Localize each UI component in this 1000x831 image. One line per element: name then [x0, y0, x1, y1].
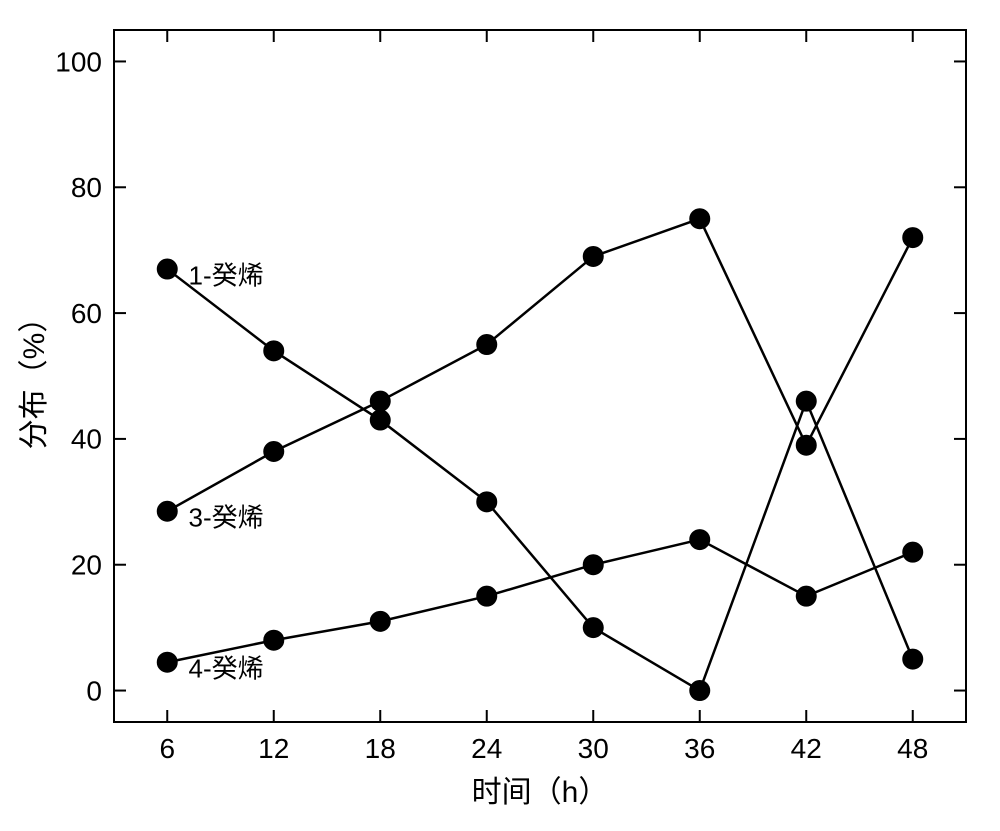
series-marker — [690, 530, 710, 550]
series-marker — [796, 391, 816, 411]
series-marker — [583, 618, 603, 638]
series-marker — [903, 649, 923, 669]
x-tick-label: 36 — [684, 733, 715, 764]
series-label: 3-癸烯 — [189, 503, 264, 533]
series-marker — [583, 246, 603, 266]
series-marker — [264, 630, 284, 650]
series-marker — [583, 555, 603, 575]
series-label: 4-癸烯 — [189, 654, 264, 684]
x-tick-label: 18 — [365, 733, 396, 764]
y-tick-label: 100 — [55, 46, 102, 77]
x-tick-label: 42 — [791, 733, 822, 764]
x-tick-label: 30 — [578, 733, 609, 764]
x-tick-label: 24 — [471, 733, 502, 764]
line-chart: 6 12 18 24 30 36 42 48 0 20 40 60 80 100 1-癸烯 3-癸烯 4-癸烯时… — [0, 0, 1000, 831]
chart-container: 6 12 18 24 30 36 42 48 0 20 40 60 80 100 1-癸烯 3-癸烯 4-癸烯时… — [0, 0, 1000, 831]
x-axis-label: 时间（h） — [472, 776, 609, 809]
series-marker — [370, 410, 390, 430]
y-tick-label: 0 — [86, 675, 102, 706]
series-marker — [796, 435, 816, 455]
series-marker — [264, 441, 284, 461]
series-label: 1-癸烯 — [189, 260, 264, 290]
series-marker — [903, 228, 923, 248]
y-tick-label: 20 — [71, 550, 102, 581]
x-tick-label: 48 — [897, 733, 928, 764]
x-tick-label: 12 — [258, 733, 289, 764]
series-marker — [157, 652, 177, 672]
series-marker — [796, 586, 816, 606]
series-marker — [370, 611, 390, 631]
series-marker — [690, 209, 710, 229]
series-marker — [477, 335, 497, 355]
series-marker — [157, 259, 177, 279]
y-tick-label: 60 — [71, 298, 102, 329]
series-marker — [370, 391, 390, 411]
series-marker — [477, 492, 497, 512]
y-tick-label: 80 — [71, 172, 102, 203]
series-marker — [477, 586, 497, 606]
series-marker — [264, 341, 284, 361]
x-tick-label: 6 — [159, 733, 175, 764]
series-marker — [903, 542, 923, 562]
y-tick-label: 40 — [71, 424, 102, 455]
series-marker — [690, 681, 710, 701]
series-marker — [157, 501, 177, 521]
y-axis-label: 分布（%） — [18, 303, 51, 450]
